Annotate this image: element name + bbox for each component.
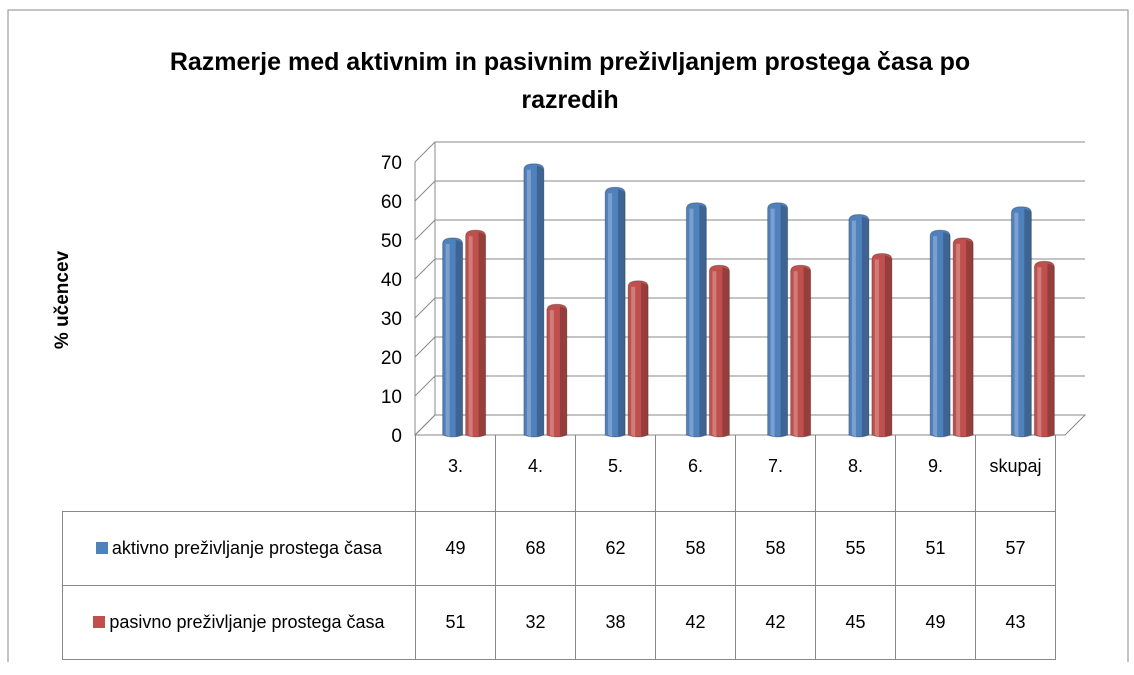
x-tick-label: 6. bbox=[655, 435, 736, 512]
bar-shade bbox=[943, 232, 951, 437]
y-tick-label: 70 bbox=[381, 153, 402, 174]
bar-shade bbox=[1047, 263, 1055, 437]
bar-highlight bbox=[851, 220, 856, 437]
bar-highlight bbox=[608, 193, 613, 437]
table-value: 42 bbox=[655, 584, 736, 660]
title-line: razredih bbox=[521, 86, 618, 114]
bar-highlight bbox=[770, 208, 775, 437]
bar-highlight bbox=[468, 236, 473, 437]
table-header-row: 3. 4. 5. 6. 7. 8. 9. skupaj bbox=[62, 435, 1056, 512]
bar-shade bbox=[780, 204, 788, 437]
x-tick-label: 3. bbox=[415, 435, 496, 512]
bar-shade bbox=[559, 306, 567, 437]
table-value: 51 bbox=[895, 510, 976, 586]
bar-shade bbox=[478, 232, 486, 437]
data-table: 3. 4. 5. 6. 7. 8. 9. skupaj aktivno preživljanje… bbox=[62, 435, 1056, 660]
y-axis-label: % učencev bbox=[52, 250, 73, 349]
table-value: 38 bbox=[575, 584, 656, 660]
x-tick-label: 5. bbox=[575, 435, 656, 512]
bar-highlight bbox=[526, 169, 531, 438]
y-tick-label: 40 bbox=[381, 270, 402, 291]
legend-label: aktivno preživljanje prostega časa bbox=[111, 538, 383, 558]
bar-highlight bbox=[793, 271, 798, 437]
bar-highlight bbox=[1014, 212, 1019, 437]
chart-border bbox=[7, 9, 1129, 662]
table-row: pasivno preživljanje prostega časa 51 32 38… bbox=[62, 584, 1056, 660]
bar-shade bbox=[1024, 208, 1032, 437]
bar-shade bbox=[722, 267, 730, 437]
bar-shade bbox=[618, 189, 626, 437]
table-value: 49 bbox=[895, 584, 976, 660]
bar-highlight bbox=[933, 236, 938, 437]
table-value: 58 bbox=[655, 510, 736, 586]
grid-line bbox=[414, 297, 1085, 319]
bar-highlight bbox=[631, 286, 636, 437]
bar-shade bbox=[966, 239, 974, 437]
bar-highlight bbox=[956, 243, 961, 437]
table-value: 51 bbox=[415, 584, 496, 660]
x-tick-label: 8. bbox=[815, 435, 896, 512]
y-tick-label: 10 bbox=[381, 387, 402, 408]
bar-shade bbox=[861, 216, 869, 437]
table-value: 68 bbox=[495, 510, 576, 586]
bar-shade bbox=[699, 204, 707, 437]
y-tick-label: 20 bbox=[381, 348, 402, 369]
bar-highlight bbox=[445, 243, 450, 437]
bar-highlight bbox=[874, 259, 879, 437]
floor bbox=[413, 414, 1087, 436]
table-corner bbox=[62, 435, 416, 511]
bar-highlight bbox=[549, 310, 554, 437]
bar-highlight bbox=[1037, 267, 1042, 437]
grid-line bbox=[414, 375, 1085, 397]
table-value: 45 bbox=[815, 584, 896, 660]
table-row: aktivno preživljanje prostega časa 49 68 62… bbox=[62, 510, 1056, 586]
bar-shade bbox=[641, 282, 649, 437]
table-value: 49 bbox=[415, 510, 496, 586]
y-tick-label: 60 bbox=[381, 192, 402, 213]
legend-cell: aktivno preživljanje prostega časa bbox=[62, 510, 416, 586]
legend-swatch bbox=[93, 616, 106, 628]
table-value: 43 bbox=[975, 584, 1056, 660]
x-tick-label: 4. bbox=[495, 435, 576, 512]
legend-cell: pasivno preživljanje prostega časa bbox=[62, 584, 416, 660]
legend-swatch bbox=[95, 542, 108, 554]
grid-line bbox=[414, 219, 1085, 241]
x-tick-label: 7. bbox=[735, 435, 816, 512]
bar-highlight bbox=[689, 208, 694, 437]
bar-shade bbox=[884, 255, 892, 437]
grid-line bbox=[414, 414, 1085, 436]
bar-shade bbox=[536, 165, 544, 438]
bar-shade bbox=[803, 267, 811, 437]
y-tick-label: 50 bbox=[381, 231, 402, 252]
bar-shade bbox=[455, 239, 463, 437]
table-value: 62 bbox=[575, 510, 656, 586]
grid-line bbox=[414, 141, 1085, 163]
table-value: 58 bbox=[735, 510, 816, 586]
x-tick-label: 9. bbox=[895, 435, 976, 512]
legend-label: pasivno preživljanje prostega časa bbox=[109, 612, 385, 632]
y-tick-label: 30 bbox=[381, 309, 402, 330]
x-tick-label: skupaj bbox=[975, 435, 1056, 512]
bar-highlight bbox=[712, 271, 717, 437]
table-value: 57 bbox=[975, 510, 1056, 586]
table-value: 55 bbox=[815, 510, 896, 586]
table-value: 32 bbox=[495, 584, 576, 660]
chart-title: Razmerje med aktivnim in pasivnim preživ… bbox=[170, 48, 970, 114]
grid-line bbox=[414, 336, 1085, 358]
grid-line bbox=[414, 258, 1085, 280]
table-value: 42 bbox=[735, 584, 816, 660]
grid-line bbox=[414, 180, 1085, 202]
title-line: Razmerje med aktivnim in pasivnim preživ… bbox=[170, 48, 970, 76]
